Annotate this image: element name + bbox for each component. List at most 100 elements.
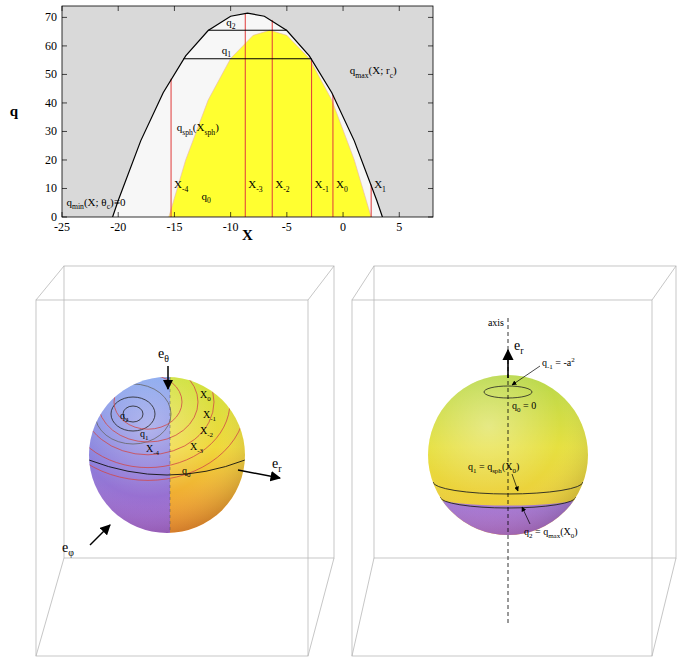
y-tick (62, 102, 67, 103)
curve-annotation: q0 (201, 190, 211, 205)
text-part: (X; r (369, 64, 390, 77)
text-part: = 0 (521, 400, 537, 411)
x-tick (62, 212, 63, 217)
y-tick-right (428, 45, 433, 46)
y-tick-right (428, 159, 433, 160)
x-tick-top (118, 6, 119, 11)
box-edge (352, 266, 374, 300)
vertical-label: X-4 (174, 178, 189, 193)
circle-label: q2 = qmax(X0) (524, 526, 578, 540)
curve-label: X-2 (200, 425, 214, 439)
box-back (64, 266, 334, 558)
arrow (167, 366, 169, 389)
text-part: ) (574, 526, 577, 538)
text-part: = q (533, 526, 549, 537)
curve-annotation: qmin(X; θc)≡0 (66, 196, 125, 211)
figure: -25-20-15-10-505010203040506070XqX-4X-3X… (0, 0, 685, 664)
text-part: sph (204, 128, 215, 137)
leader (512, 474, 518, 491)
y-axis-label: q (10, 103, 19, 119)
text-part: φ (68, 547, 74, 558)
vertical-label: X0 (336, 178, 348, 193)
box-edge (36, 558, 64, 656)
circle-label: q1 = qsph(X0) (468, 461, 519, 475)
arrow-label: er (514, 338, 524, 356)
plot-frame (62, 6, 433, 217)
text-part: -4 (182, 185, 189, 194)
text-part: θ (164, 353, 169, 364)
box-edge (352, 558, 374, 656)
red-curve (98, 362, 198, 442)
text-part: -1 (323, 185, 330, 194)
x-tick (343, 212, 344, 217)
curve-label: X0 (200, 389, 211, 403)
vertical-line (245, 13, 246, 217)
figure-root: -25-20-15-10-505010203040506070XqX-4X-3X… (0, 0, 685, 664)
arrow (90, 525, 110, 545)
bounding-box (36, 266, 334, 656)
meridian (170, 377, 171, 533)
text-part: 1 (145, 434, 149, 442)
vertical-label: X-1 (315, 178, 330, 193)
y-tick (62, 45, 67, 46)
text-part: sph (182, 128, 193, 137)
area-series (169, 30, 371, 217)
x-tick-top (286, 6, 287, 11)
text-part: 1 (382, 185, 386, 194)
box-edge (36, 266, 64, 300)
text-part: -2 (283, 185, 290, 194)
line-series (113, 13, 383, 217)
text-part: -3 (197, 447, 203, 455)
x-tick-top (62, 6, 63, 11)
curve-label: X-1 (203, 409, 217, 423)
text-part: -4 (153, 449, 159, 457)
x-tick-label: -5 (282, 220, 292, 234)
x-tick-label: 0 (340, 220, 346, 234)
y-tick (62, 217, 67, 218)
equator-curve (89, 460, 245, 475)
curve-label: X-3 (190, 441, 204, 455)
text-part: max (548, 532, 561, 540)
text-part: X (275, 178, 283, 190)
x-tick-label: -10 (223, 220, 239, 234)
y-tick-label: 10 (45, 181, 57, 195)
horizontal-line (183, 58, 311, 59)
vertical-label: X1 (374, 178, 386, 193)
x-tick (230, 212, 231, 217)
y-tick-label: 0 (51, 210, 57, 224)
x-tick (174, 212, 175, 217)
box-front (352, 300, 652, 656)
box-front (36, 300, 308, 656)
curve-annotation: qmax(X; rc) (350, 64, 397, 79)
y-tick (62, 188, 67, 189)
circle-label: q-1 = -a2 (542, 356, 575, 371)
vertical-label: X-3 (248, 178, 263, 193)
text-part: 0 (344, 185, 348, 194)
arrow-label: er (272, 456, 282, 474)
text-part: )≡0 (110, 196, 126, 209)
red-curve (82, 349, 214, 455)
level-circle (95, 384, 171, 444)
text-part: 0 (207, 395, 211, 403)
text-part: 1 (227, 50, 231, 59)
y-tick-label: 20 (45, 153, 57, 167)
x-tick-label: -20 (110, 220, 126, 234)
leader (522, 507, 530, 524)
box-edge (308, 558, 334, 656)
text-part: 2 (125, 416, 129, 424)
y-tick-label: 60 (45, 39, 57, 53)
plot-background (62, 6, 433, 217)
text-part: X (315, 178, 323, 190)
text-part: (X; θ (84, 196, 107, 209)
horizontal-label: q2 (226, 16, 236, 31)
x-tick-top (399, 6, 400, 11)
text-part: min (72, 202, 84, 211)
text-part: sph (492, 467, 502, 475)
box-edge (652, 558, 676, 656)
curve-label: q1 (140, 428, 149, 442)
region-fill (113, 13, 383, 217)
box-edge (652, 266, 676, 300)
y-tick-label: 50 (45, 67, 57, 81)
text-part: X (174, 178, 182, 190)
y-tick (62, 74, 67, 75)
